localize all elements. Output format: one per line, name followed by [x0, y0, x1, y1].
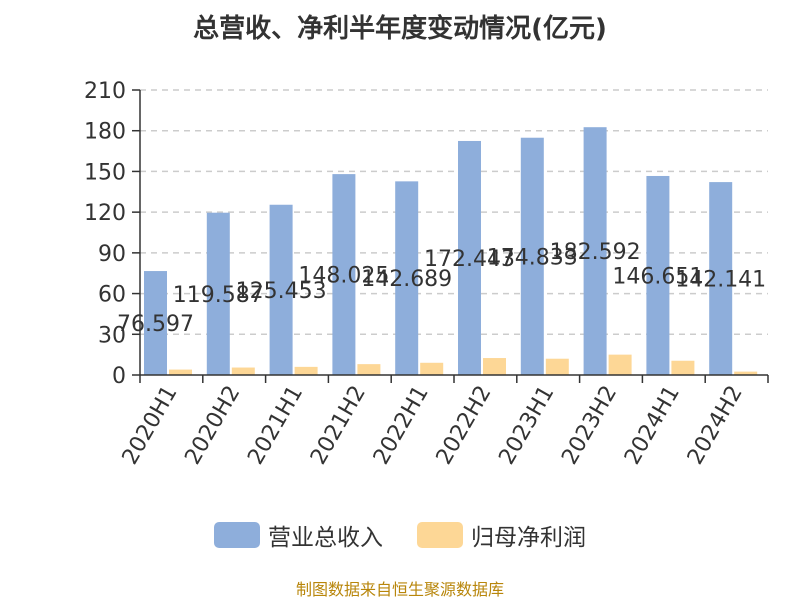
y-tick-label: 150: [84, 160, 126, 185]
bar-net-profit: [545, 358, 569, 375]
bars: [144, 127, 758, 376]
x-tick-label: 2023H1: [494, 382, 559, 469]
y-tick-label: 0: [112, 364, 126, 389]
data-label-revenue: 146.651: [612, 264, 703, 289]
bar-revenue: [583, 127, 607, 376]
data-label-revenue: 125.453: [236, 279, 327, 304]
chart-title: 总营收、净利半年度变动情况(亿元): [193, 14, 607, 44]
bar-net-profit: [231, 367, 255, 375]
legend-item-net-profit[interactable]: 归母净利润: [417, 518, 586, 552]
data-label-revenue: 182.592: [550, 240, 641, 265]
data-label-revenue: 119.587: [173, 283, 264, 308]
grid-lines: [140, 89, 768, 336]
y-tick-label: 30: [98, 323, 126, 348]
x-tick-label: 2024H1: [620, 382, 685, 469]
data-label-revenue: 148.025: [298, 264, 389, 289]
x-tick-label: 2022H1: [369, 381, 434, 468]
bar-revenue: [144, 271, 167, 375]
bar-revenue: [206, 212, 230, 375]
x-tick-label: 2021H2: [306, 382, 371, 469]
x-tick-label: 2022H2: [432, 382, 497, 469]
y-tick-label: 180: [84, 120, 126, 145]
legend-item-revenue[interactable]: 营业总收入: [214, 518, 383, 552]
bar-revenue: [520, 137, 544, 375]
legend: 营业总收入 归母净利润: [0, 518, 800, 552]
y-tick-label: 90: [98, 242, 126, 267]
legend-swatch-revenue: [214, 522, 260, 548]
x-tick-label: 2020H1: [118, 382, 183, 469]
bar-revenue: [269, 204, 293, 375]
bar-revenue: [709, 182, 733, 375]
bar-net-profit: [734, 371, 758, 375]
x-tick-label: 2020H2: [180, 382, 245, 469]
legend-swatch-net-profit: [417, 522, 463, 548]
data-label-revenue: 172.443: [424, 247, 515, 272]
bar-net-profit: [294, 366, 318, 375]
data-label-revenue: 142.689: [361, 267, 452, 292]
bar-net-profit: [483, 358, 506, 375]
legend-label-net-profit: 归母净利润: [471, 525, 586, 551]
bar-revenue: [332, 174, 356, 375]
bar-net-profit: [357, 364, 381, 375]
bar-net-profit: [420, 362, 444, 375]
data-label-revenue: 142.141: [675, 268, 766, 293]
bar-revenue: [458, 140, 481, 375]
x-tick-label: 2023H2: [557, 382, 622, 469]
bar-revenue: [395, 181, 419, 375]
data-label-revenue: 76.597: [117, 312, 194, 337]
bar-revenue: [646, 175, 670, 375]
x-tick-label: 2024H2: [683, 382, 748, 469]
y-tick-label: 60: [98, 283, 126, 308]
data-label-revenue: 174.833: [487, 245, 578, 270]
data-labels: 76.597 119.587125.453148.025142.689172.44…: [117, 240, 766, 337]
y-tick-label: 210: [84, 79, 126, 104]
bar-net-profit: [608, 354, 632, 375]
bar-net-profit: [169, 369, 192, 375]
y-tick-label: 120: [84, 201, 126, 226]
bar-chart: 03060901201501802102020H12020H22021H1202…: [84, 79, 769, 469]
source-note: 制图数据来自恒生聚源数据库: [295, 580, 504, 599]
bar-net-profit: [671, 360, 695, 375]
legend-label-revenue: 营业总收入: [268, 525, 383, 551]
x-tick-label: 2021H1: [243, 382, 308, 469]
